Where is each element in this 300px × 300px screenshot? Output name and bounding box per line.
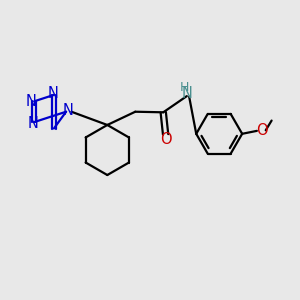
Text: N: N [48,86,58,101]
Text: H: H [180,81,189,94]
Text: N: N [182,86,192,101]
Text: O: O [256,123,267,138]
Text: N: N [27,116,38,131]
Text: N: N [63,103,74,118]
Text: N: N [25,94,36,109]
Text: O: O [160,132,172,147]
